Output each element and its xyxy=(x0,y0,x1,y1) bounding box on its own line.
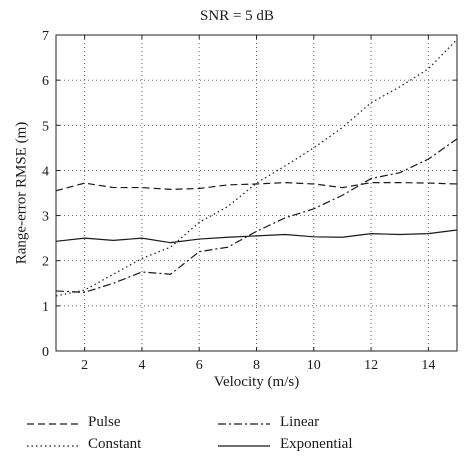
y-tick-label: 1 xyxy=(42,300,49,315)
x-tick-label: 12 xyxy=(364,358,378,373)
y-tick-label: 2 xyxy=(42,255,49,270)
y-tick-label: 5 xyxy=(42,119,49,134)
legend-label-linear: Linear xyxy=(280,414,320,430)
y-tick-label: 6 xyxy=(42,74,49,89)
legend-label-exponential: Exponential xyxy=(280,436,353,452)
x-tick-label: 4 xyxy=(138,358,145,373)
series-line-constant xyxy=(55,39,458,297)
x-tick-label: 14 xyxy=(421,358,435,373)
x-tick-label: 6 xyxy=(196,358,203,373)
chart-title: SNR = 5 dB xyxy=(200,8,274,24)
y-tick-label: 3 xyxy=(42,210,49,225)
series-line-pulse xyxy=(55,182,458,192)
y-axis-label-text: Range-error RMSE (m) xyxy=(13,121,30,265)
x-tick-label: 10 xyxy=(307,358,321,373)
legend-label-constant: Constant xyxy=(88,436,142,452)
x-tick-label: 2 xyxy=(81,358,88,373)
y-tick-label: 7 xyxy=(42,29,49,44)
y-tick-label: 4 xyxy=(42,164,49,179)
y-tick-label: 0 xyxy=(42,345,49,360)
x-tick-label: 8 xyxy=(253,358,260,373)
x-axis-label: Velocity (m/s) xyxy=(213,374,300,390)
legend-label-pulse: Pulse xyxy=(88,414,121,430)
series-line-exponential xyxy=(55,229,458,244)
series-line-linear xyxy=(55,138,458,293)
